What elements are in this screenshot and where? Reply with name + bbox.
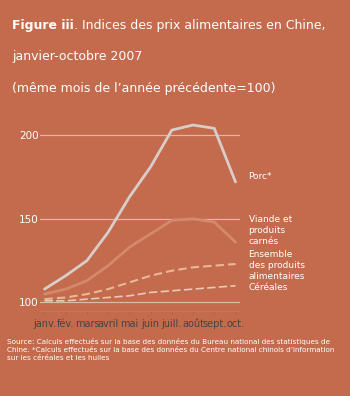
Text: juill.: juill. xyxy=(162,319,182,329)
Text: août: août xyxy=(182,319,204,329)
Text: . Indices des prix alimentaires en Chine,: . Indices des prix alimentaires en Chine… xyxy=(74,19,325,32)
Text: mai: mai xyxy=(120,319,139,329)
Text: Viande et
produits
carnés: Viande et produits carnés xyxy=(248,215,292,246)
Text: mars: mars xyxy=(75,319,99,329)
Text: oct.: oct. xyxy=(226,319,245,329)
Text: Céréales: Céréales xyxy=(248,283,288,292)
Text: Source: Calculs effectués sur la base des données du Bureau national des statist: Source: Calculs effectués sur la base de… xyxy=(7,338,334,361)
Text: fév.: fév. xyxy=(57,319,75,329)
Text: Ensemble
des produits
alimentaires: Ensemble des produits alimentaires xyxy=(248,250,305,281)
Text: Figure iii: Figure iii xyxy=(12,19,74,32)
Text: janvier-octobre 2007: janvier-octobre 2007 xyxy=(12,50,143,63)
Text: juin: juin xyxy=(142,319,160,329)
Text: janv.: janv. xyxy=(33,319,56,329)
Text: sept.: sept. xyxy=(202,319,226,329)
Text: avril: avril xyxy=(98,319,119,329)
Text: Porc*: Porc* xyxy=(248,172,272,181)
Text: (même mois de l’année précédente=100): (même mois de l’année précédente=100) xyxy=(12,82,276,95)
